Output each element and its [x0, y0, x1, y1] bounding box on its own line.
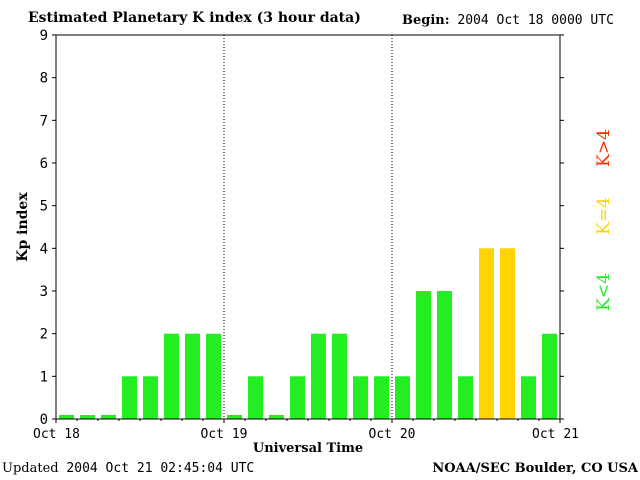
y-tick-label: 3: [40, 284, 48, 300]
chart-title: Estimated Planetary K index (3 hour data…: [28, 10, 361, 26]
updated-label: Updated: [2, 461, 59, 476]
begin-value: 2004 Oct 18 0000 UTC: [457, 13, 614, 28]
x-tick-label: Oct 18: [33, 427, 80, 442]
day-dividers: [223, 35, 393, 419]
legend-item: K<4: [594, 273, 614, 311]
x-axis: Oct 18 Oct 19 Oct 20 Oct 21: [33, 419, 579, 442]
begin-label: Begin:: [402, 13, 450, 28]
y-tick-label: 0: [40, 412, 48, 428]
y-tick-label: 6: [40, 156, 48, 172]
y-tick-label: 1: [40, 369, 48, 385]
kp-bar: [248, 376, 263, 419]
kp-bar: [395, 376, 410, 419]
kp-bar: [500, 248, 515, 419]
kp-bar: [479, 248, 494, 419]
y-tick-label: 9: [40, 28, 48, 44]
x-tick-label: Oct 19: [201, 427, 248, 442]
kp-bar: [290, 376, 305, 419]
x-tick-label: Oct 20: [369, 427, 416, 442]
updated-value: 2004 Oct 21 02:45:04 UTC: [66, 461, 255, 476]
legend-item: K>4: [594, 129, 614, 167]
y-axis: 0 1 2 3 4 5 6 7 8 9: [40, 28, 564, 428]
y-tick-label: 4: [40, 241, 48, 257]
kp-bar: [374, 376, 389, 419]
kp-bar: [80, 415, 95, 419]
y-tick-label: 7: [40, 113, 48, 129]
kp-bar: [143, 376, 158, 419]
kp-bar: [164, 333, 179, 419]
kp-bar: [521, 376, 536, 419]
kp-bar: [227, 415, 242, 419]
data-source: NOAA/SEC Boulder, CO USA: [432, 461, 638, 476]
kp-bar: [458, 376, 473, 419]
bars-group: [59, 248, 557, 419]
kp-bar: [353, 376, 368, 419]
kp-bar: [101, 415, 116, 419]
y-tick-label: 5: [40, 199, 48, 215]
kp-bar: [332, 333, 347, 419]
kp-bar: [206, 333, 221, 419]
legend-item: K=4: [594, 197, 614, 235]
kp-bar: [269, 415, 284, 419]
kp-bar: [311, 333, 326, 419]
kp-bar: [437, 291, 452, 419]
updated-time: Updated 2004 Oct 21 02:45:04 UTC: [2, 461, 254, 476]
kp-bar: [542, 333, 557, 419]
y-axis-label: Kp index: [15, 192, 31, 262]
y-tick-label: 2: [40, 327, 48, 343]
begin-time: Begin: 2004 Oct 18 0000 UTC: [402, 13, 614, 28]
x-axis-label: Universal Time: [253, 441, 363, 456]
kp-bar: [416, 291, 431, 419]
kp-bar: [59, 415, 74, 419]
legend: K>4 K=4 K<4: [594, 129, 614, 311]
x-tick-label: Oct 21: [532, 427, 579, 442]
kp-bar: [122, 376, 137, 419]
y-tick-label: 8: [40, 71, 48, 87]
kp-bar: [185, 333, 200, 419]
